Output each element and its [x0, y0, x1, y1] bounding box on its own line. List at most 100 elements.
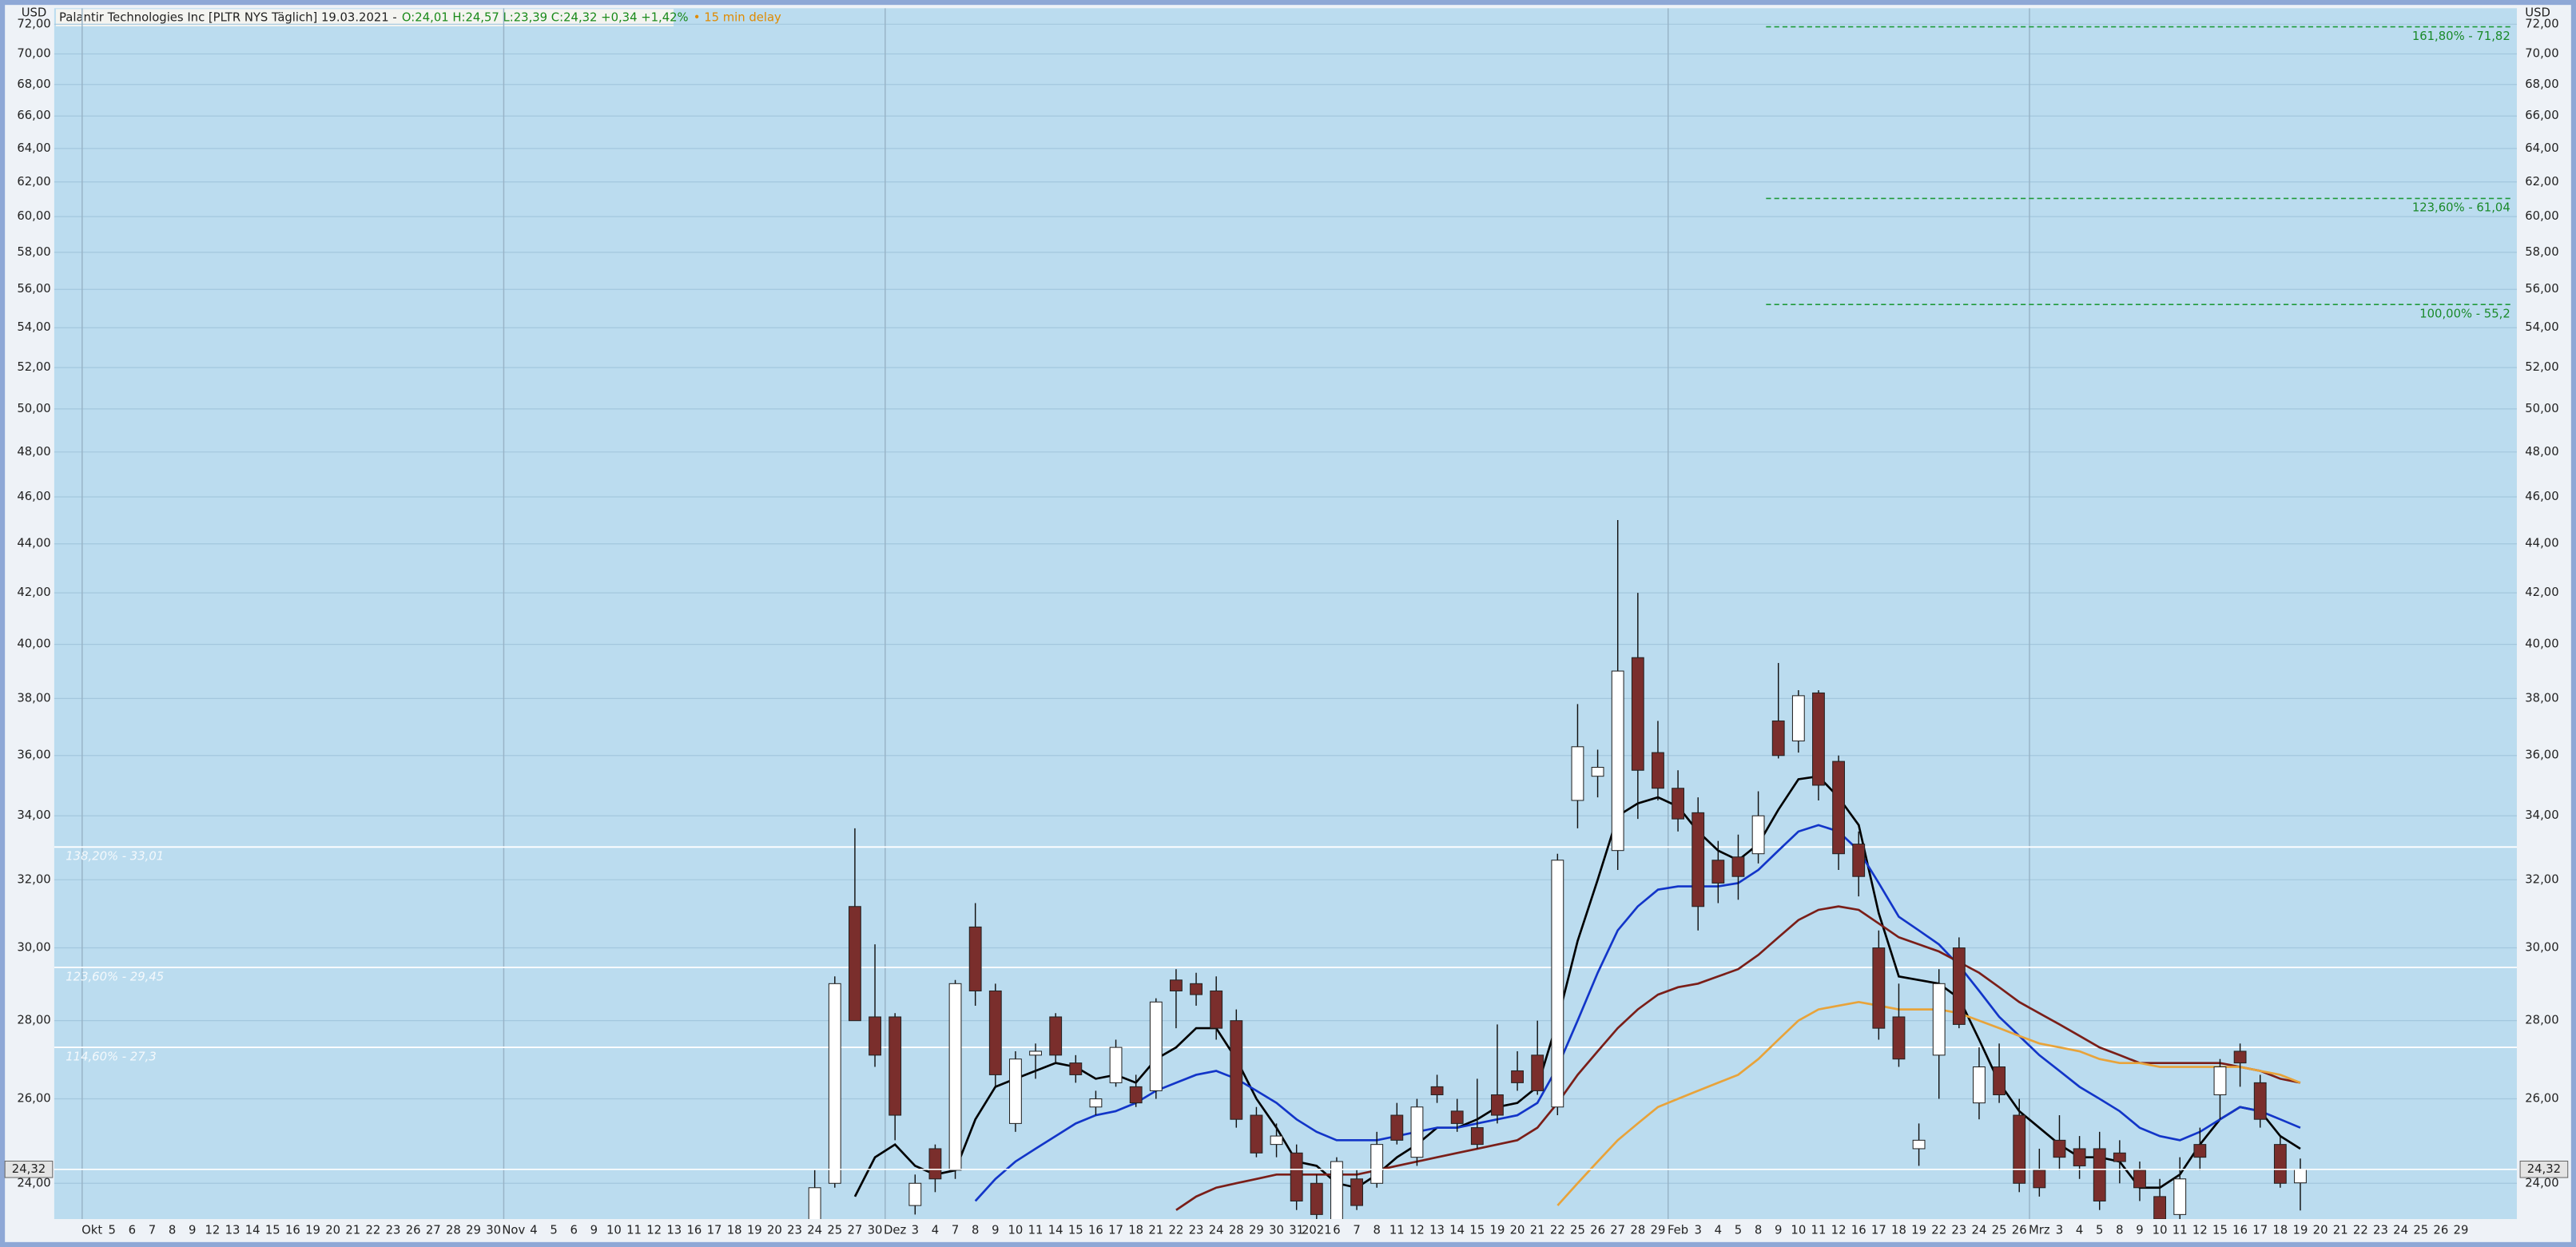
x-tick-label: 14 — [245, 1223, 260, 1237]
x-tick-label: 12 — [2192, 1223, 2208, 1237]
candle-body — [2113, 1152, 2126, 1162]
x-tick-label: 9 — [590, 1223, 598, 1237]
x-tick-label: 3 — [2056, 1223, 2063, 1237]
title: Palantir Technologies Inc [PLTR NYS Tägl… — [59, 11, 397, 25]
y-tick-label-left: 26,00 — [17, 1092, 50, 1106]
y-tick-label-left: 72,00 — [17, 17, 50, 30]
x-tick-label: 9 — [189, 1223, 196, 1237]
candle-body — [1270, 1135, 1283, 1146]
x-tick-label: 10 — [606, 1223, 622, 1237]
plot-layer: 161,80% - 71,82 123,60% - 61,04 100,00% - … — [54, 8, 2517, 1220]
candle-body — [948, 983, 962, 1171]
x-tick-label: 21 — [1148, 1223, 1163, 1237]
x-tick-label: 20 — [1510, 1223, 1525, 1237]
x-tick-label: 30 — [1269, 1223, 1284, 1237]
x-tick-label: 19 — [305, 1223, 320, 1237]
x-tick-label: 11 — [1389, 1223, 1405, 1237]
y-tick-label-right: 58,00 — [2525, 245, 2558, 259]
candle-body — [2173, 1178, 2187, 1215]
candle-body — [988, 990, 1002, 1075]
x-tick-label: 27 — [848, 1223, 863, 1237]
y-tick-label-left: 68,00 — [17, 77, 50, 91]
ma-line — [1175, 905, 2301, 1211]
x-tick-label: 17 — [1108, 1223, 1123, 1237]
x-tick-label: 30 — [486, 1223, 501, 1237]
ohlc: O:24,01 H:24,57 L:23,39 C:24,32 +0,34 +1… — [402, 11, 689, 25]
y-tick-label-left: 56,00 — [17, 282, 50, 296]
y-tick-label-right: 48,00 — [2525, 445, 2558, 459]
candle-body — [1652, 752, 1664, 789]
x-tick-label: 6 — [129, 1223, 136, 1237]
candle-body — [1129, 1086, 1143, 1104]
y-tick-label-right: 60,00 — [2525, 209, 2558, 223]
x-tick-label: 6 — [1333, 1223, 1340, 1237]
x-tick-label: 11 — [1028, 1223, 1044, 1237]
x-tick-label: 26 — [2433, 1223, 2448, 1237]
candle-body — [1149, 1001, 1163, 1091]
x-tick-label: 16 — [1088, 1223, 1103, 1237]
candle-body — [2153, 1196, 2167, 1220]
x-tick-label: 11 — [626, 1223, 642, 1237]
y-tick-label-right: 32,00 — [2525, 872, 2558, 886]
x-tick-label: 29 — [466, 1223, 481, 1237]
candle-body — [2093, 1148, 2106, 1201]
candle-body — [1571, 746, 1584, 801]
candle-body — [1771, 720, 1785, 757]
header-box — [55, 9, 674, 26]
y-tick-label-left: 64,00 — [17, 141, 50, 155]
y-tick-label-left: 54,00 — [17, 320, 50, 334]
x-tick-label: 4 — [1715, 1223, 1722, 1237]
candle-body — [1170, 979, 1183, 991]
candle-body — [1491, 1094, 1504, 1116]
y-tick-label-right: 46,00 — [2525, 490, 2558, 503]
x-tick-label: 21 — [2333, 1223, 2348, 1237]
x-tick-label: 21 — [345, 1223, 360, 1237]
candle-body — [1230, 1020, 1243, 1120]
x-tick-label: 13 — [1429, 1223, 1445, 1237]
x-tick-label: 23 — [787, 1223, 802, 1237]
x-tick-label: 15 — [1469, 1223, 1485, 1237]
candle-body — [828, 983, 841, 1184]
unit-right: USD — [2525, 6, 2550, 19]
fib-label: 100,00% - 55,2 — [2419, 308, 2510, 321]
x-tick-label: 19 — [1911, 1223, 1926, 1237]
y-tick-label-left: 44,00 — [17, 537, 50, 550]
y-tick-label-right: 66,00 — [2525, 109, 2558, 122]
ma-line — [974, 824, 2301, 1202]
y-tick-label-left: 24,00 — [17, 1176, 50, 1189]
candle-body — [1551, 860, 1564, 1108]
x-tick-label: 26 — [2012, 1223, 2027, 1237]
candle-body — [849, 906, 861, 1022]
x-tick-label: 7 — [149, 1223, 156, 1237]
x-tick-label: 4 — [2076, 1223, 2083, 1237]
candle-body — [1731, 856, 1745, 877]
y-tick-label-right: 34,00 — [2525, 808, 2558, 822]
candle-body — [2213, 1066, 2227, 1095]
candle-body — [888, 1016, 902, 1116]
candle-body — [1290, 1152, 1303, 1201]
x-tick-label: 17 — [707, 1223, 722, 1237]
x-tick-label: 9 — [992, 1223, 999, 1237]
x-tick-label: Nov — [502, 1223, 525, 1237]
x-tick-label: 15 — [2212, 1223, 2228, 1237]
fib-label: 114,60% - 27,3 — [66, 1050, 157, 1063]
y-tick-label-right: 68,00 — [2525, 77, 2558, 91]
x-tick-label: Mrz — [2029, 1223, 2050, 1237]
x-tick-label: 9 — [2136, 1223, 2143, 1237]
y-tick-label-right: 26,00 — [2525, 1092, 2558, 1106]
candle-body — [1210, 990, 1223, 1029]
x-tick-label: 16 — [1851, 1223, 1866, 1237]
x-tick-label: 31 — [1289, 1223, 1304, 1237]
y-tick-label-right: 64,00 — [2525, 141, 2558, 155]
x-tick-label: 29 — [1651, 1223, 1666, 1237]
y-tick-label-right: 24,00 — [2525, 1176, 2558, 1189]
x-tick-label: 23 — [2373, 1223, 2388, 1237]
candle-body — [1932, 983, 1946, 1056]
delay: • 15 min delay — [694, 11, 781, 25]
candle-body — [1812, 692, 1825, 786]
fib-label: 138,20% - 33,01 — [66, 850, 164, 864]
candle-body — [1993, 1066, 2006, 1095]
x-tick-label: 22 — [365, 1223, 380, 1237]
y-tick-label-right: 62,00 — [2525, 175, 2558, 189]
